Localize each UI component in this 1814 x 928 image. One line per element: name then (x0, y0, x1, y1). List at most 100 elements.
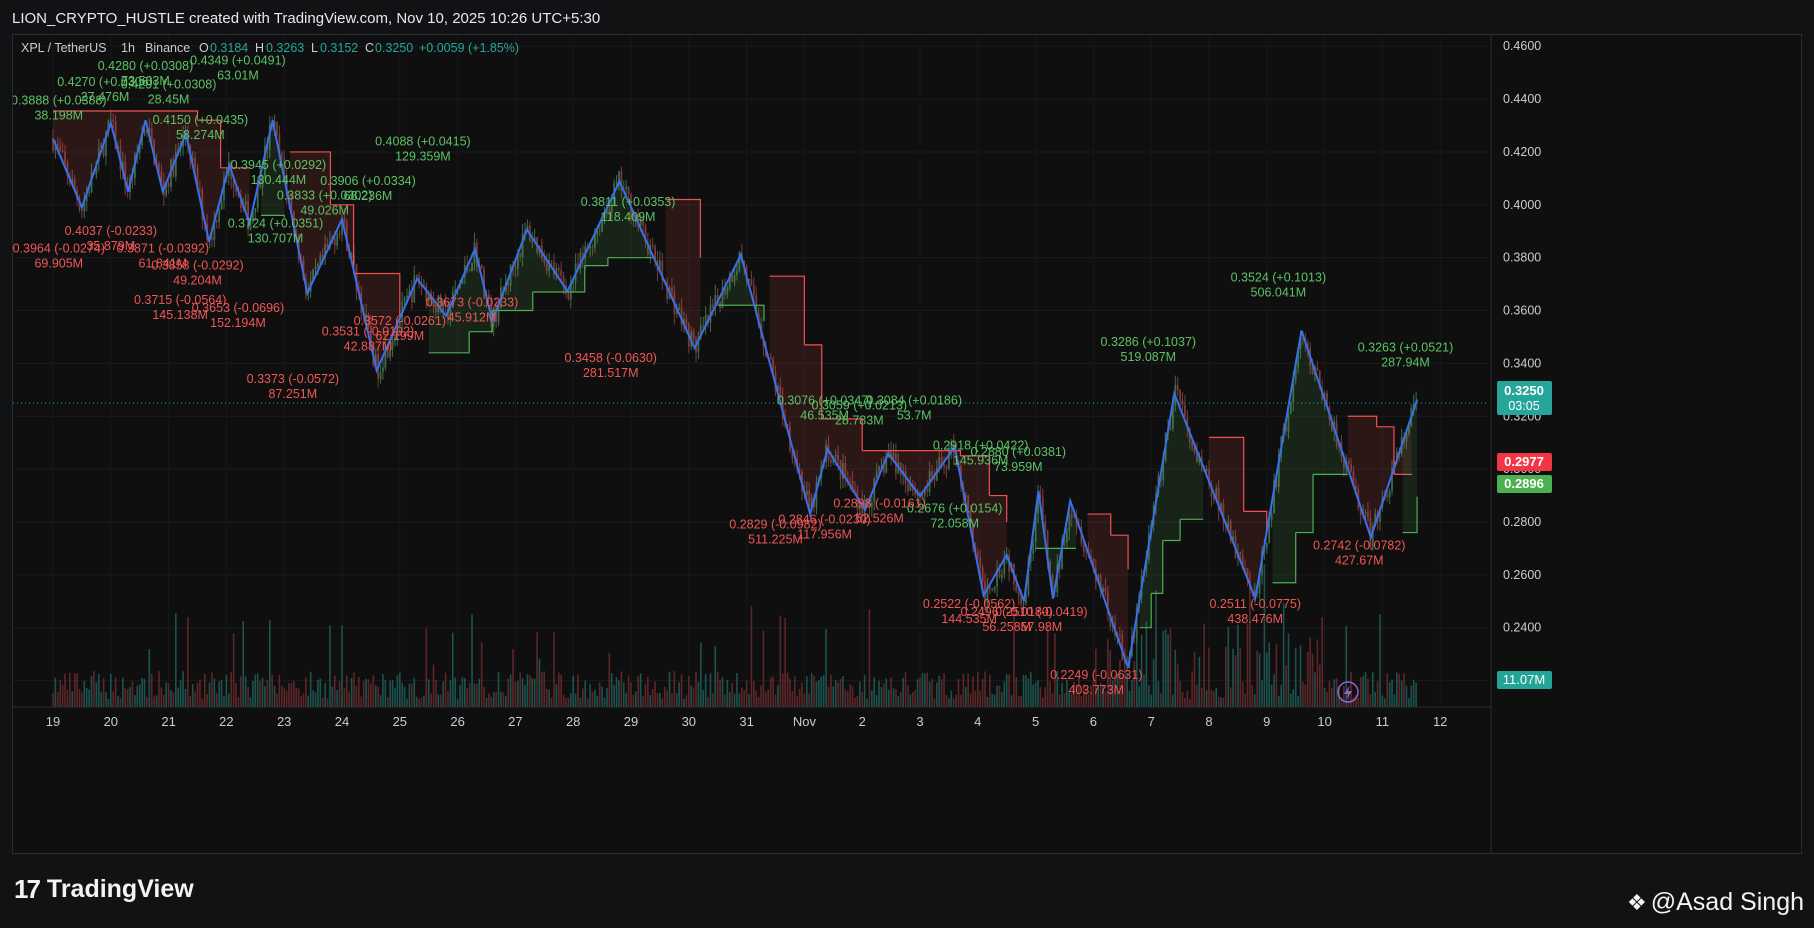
volume-bar (497, 672, 500, 707)
volume-bar (1408, 698, 1410, 707)
candle-body (468, 269, 471, 272)
volume-bar (1309, 637, 1311, 707)
volume-bar (555, 684, 558, 707)
volume-bar (1075, 684, 1078, 707)
candle-body (112, 119, 115, 122)
volume-bar (1357, 697, 1360, 707)
candle-body (750, 278, 753, 285)
candle-body (1294, 367, 1297, 381)
trend-fill (821, 418, 863, 506)
volume-bar (1039, 687, 1042, 707)
candle-body (220, 200, 223, 210)
pivot-low-label-price: 0.3572 (-0.0261) (354, 314, 446, 328)
volume-bar (432, 664, 435, 707)
volume-bar (596, 695, 599, 707)
volume-bar (153, 696, 155, 707)
trend-fill (1209, 437, 1244, 570)
candle-body (138, 145, 141, 153)
volume-bar (1058, 694, 1061, 707)
pivot-low-label-volume: 57.98M (1021, 620, 1063, 634)
pivot-low-label-volume: 42.887M (344, 340, 393, 354)
candle-body (1412, 403, 1415, 409)
trend-fill (862, 450, 932, 510)
y-tick-label: 0.3400 (1503, 356, 1541, 370)
volume-bar (750, 606, 753, 707)
volume-bar (1306, 651, 1309, 707)
volume-bar (382, 674, 384, 707)
candle-body (521, 233, 524, 258)
candle-body (1350, 464, 1352, 472)
volume-bar (451, 632, 454, 707)
stop-line-bear (804, 344, 823, 419)
volume-bar (403, 686, 406, 707)
volume-bar (743, 690, 745, 707)
candle-body (1169, 427, 1172, 429)
x-tick-label: 22 (219, 714, 233, 729)
candle-body (931, 471, 933, 477)
volume-bar (290, 683, 293, 707)
candle-body (714, 294, 717, 308)
volume-bar (791, 690, 794, 707)
volume-bar (1412, 679, 1415, 707)
candle-body (1253, 591, 1256, 593)
volume-bar (673, 671, 676, 707)
candle-body (194, 157, 196, 168)
trend-fill (931, 448, 961, 480)
volume-bar (943, 673, 945, 707)
volume-bar (707, 696, 709, 707)
y-tick-label: 0.4600 (1503, 39, 1541, 53)
volume-bar (512, 648, 514, 707)
tradingview-logo[interactable]: 17 TradingView (14, 874, 194, 905)
candle-body (849, 480, 852, 482)
candle-body (386, 346, 389, 358)
x-tick-label: 3 (916, 714, 923, 729)
legend-close-label: C (365, 41, 374, 55)
volume-bar (112, 691, 115, 707)
candle-body (716, 294, 719, 302)
volume-bar (1381, 695, 1384, 707)
volume-bar (837, 682, 839, 707)
lightning-icon[interactable] (1337, 681, 1359, 703)
trend-fill (1180, 408, 1204, 520)
candle-body (148, 128, 151, 133)
candle-body (854, 490, 856, 492)
volume-bar (196, 682, 199, 707)
volume-bar (897, 695, 900, 707)
volume-bar (683, 698, 685, 707)
stop-line-bear (821, 418, 863, 451)
volume-bar (1410, 685, 1413, 707)
stop-line-bear (353, 272, 401, 319)
volume-bar (131, 681, 134, 707)
volume-bar (820, 676, 823, 707)
candle-body (964, 495, 967, 497)
volume-bar (981, 678, 984, 707)
volume-bar (1415, 682, 1417, 707)
volume-bar (659, 692, 661, 707)
pivot-low-label-price: 0.3531 (-0.0192) (322, 325, 414, 339)
pivot-high-label-price: 0.3811 (+0.0353) (581, 195, 676, 209)
candle-body (526, 225, 529, 231)
candle-body (1258, 575, 1261, 594)
volume-bar (420, 697, 423, 707)
pivot-high-label-volume: 72.058M (930, 517, 979, 531)
candle-body (425, 285, 428, 302)
volume-bar (502, 692, 505, 707)
candle-body (495, 307, 498, 323)
pivot-low-label-price: 0.3715 (-0.0564) (134, 293, 226, 307)
volume-bar (141, 677, 143, 707)
volume-bar (1049, 681, 1051, 707)
candle-body (1025, 595, 1027, 604)
volume-bar (871, 690, 873, 707)
tradingview-logo-text: TradingView (46, 875, 194, 903)
candle-body (829, 459, 832, 463)
candle-body (1239, 552, 1242, 556)
candle-body (557, 267, 560, 271)
volume-bar (1379, 614, 1381, 707)
candle-body (1032, 542, 1035, 554)
volume-bar (81, 692, 83, 707)
volume-bar (909, 694, 912, 707)
volume-bar (1350, 671, 1352, 707)
chart-area[interactable]: 0.3888 (+0.0388) 38.198M 0.4270 (+0.0306) 2… (11, 34, 1802, 854)
volume-bar (1278, 695, 1280, 707)
